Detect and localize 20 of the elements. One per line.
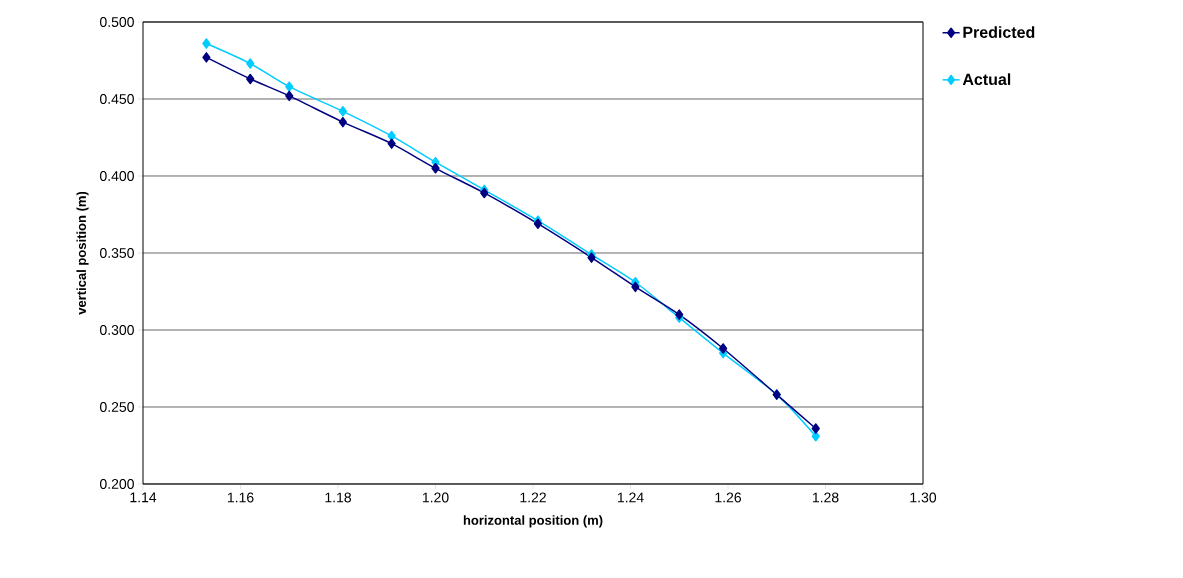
legend-label: Actual [962, 73, 1011, 86]
x-tick-label: 1.14 [130, 492, 157, 503]
y-tick-label: 0.300 [100, 325, 134, 335]
x-tick-label: 1.20 [422, 492, 449, 503]
x-tick-label: 1.26 [715, 492, 742, 503]
x-tick-label: 1.30 [910, 492, 937, 503]
x-tick-label: 1.28 [812, 492, 839, 503]
y-tick-label: 0.450 [100, 94, 134, 104]
y-tick-label: 0.400 [100, 171, 134, 181]
x-axis-title: horizontal position (m) [463, 515, 603, 528]
y-axis-title: vertical position (m) [76, 191, 89, 315]
x-tick-label: 1.24 [617, 492, 644, 503]
x-tick-label: 1.18 [325, 492, 352, 503]
y-tick-label: 0.350 [100, 248, 134, 258]
y-tick-label: 0.500 [100, 17, 134, 27]
x-tick-label: 1.16 [227, 492, 254, 503]
x-tick-label: 1.22 [520, 492, 546, 503]
legend-label: Predicted [963, 26, 1035, 38]
y-tick-label: 0.250 [100, 402, 134, 412]
y-tick-label: 0.200 [100, 479, 134, 489]
